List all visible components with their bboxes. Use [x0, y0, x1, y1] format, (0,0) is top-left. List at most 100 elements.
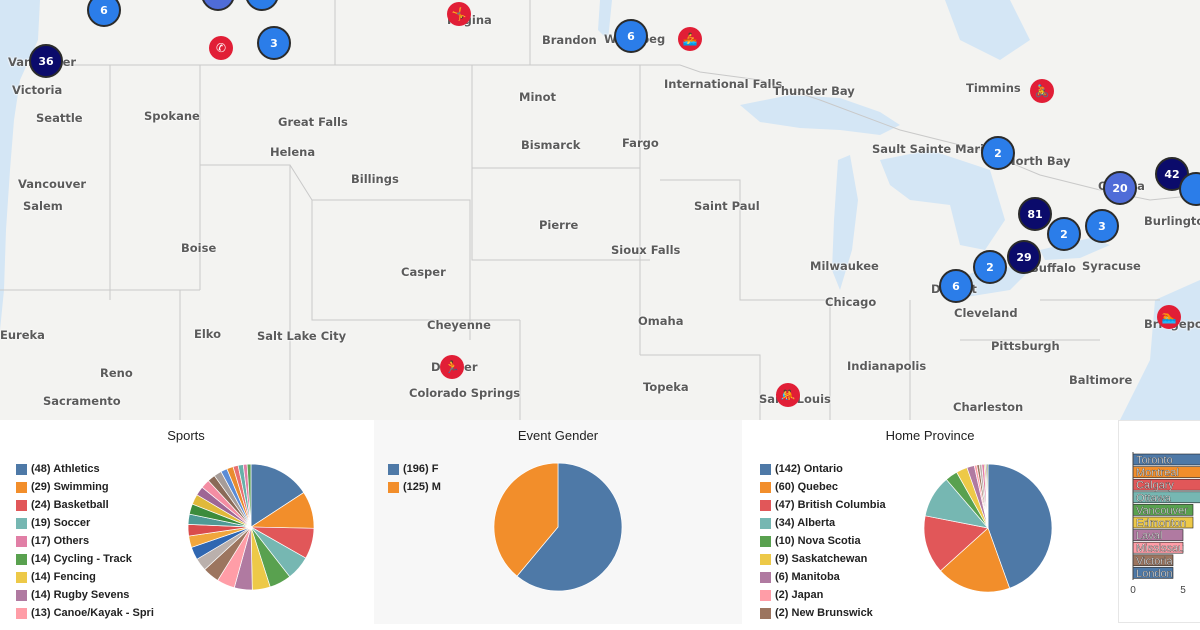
legend-item[interactable]: (24) Basketball — [16, 496, 154, 514]
legend-swatch — [760, 553, 771, 565]
legend-item[interactable]: (2) New Brunswick — [760, 604, 886, 622]
legend-label: (14) Fencing — [31, 571, 96, 583]
province-pie-chart[interactable] — [922, 462, 1054, 594]
city-label: Salem — [23, 199, 63, 213]
legend-item[interactable]: (14) Rugby Sevens — [16, 586, 154, 604]
legend-swatch — [760, 607, 771, 619]
running-icon[interactable]: 🏃 — [440, 355, 464, 379]
gender-pie-chart[interactable] — [492, 461, 624, 593]
legend-label: (19) Soccer — [31, 517, 91, 529]
cycling-icon[interactable]: 🚴 — [1030, 79, 1054, 103]
city-label: Cleveland — [954, 306, 1018, 320]
sports-title: Sports — [167, 428, 205, 443]
swimming-icon[interactable]: 🏊 — [1157, 305, 1181, 329]
legend-item[interactable]: (17) Others — [16, 532, 154, 550]
legend-label: (34) Alberta — [775, 517, 836, 529]
cluster-marker[interactable]: 3 — [1085, 209, 1119, 243]
legend-item[interactable]: (125) M — [388, 478, 441, 496]
pie-slice[interactable] — [986, 463, 989, 529]
cluster-marker[interactable]: 2 — [973, 250, 1007, 284]
legend-swatch — [16, 463, 27, 475]
phone-icon[interactable]: ✆ — [209, 36, 233, 60]
legend-swatch — [760, 481, 771, 493]
legend-swatch — [760, 535, 771, 547]
pacific-ocean — [0, 0, 40, 330]
wrestling-icon[interactable]: 🤼 — [776, 383, 800, 407]
city-label: Pittsburgh — [991, 339, 1060, 353]
city-label: Indianapolis — [847, 359, 927, 373]
city-label: Salt Lake City — [257, 329, 347, 343]
x-tick-label: 0 — [1130, 585, 1136, 596]
pie-slice[interactable] — [516, 462, 623, 592]
sports-legend[interactable]: (48) Athletics (29) Swimming (24) Basketba… — [16, 460, 154, 622]
legend-item[interactable]: (14) Cycling - Track — [16, 550, 154, 568]
legend-item[interactable]: (10) Nova Scotia — [760, 532, 886, 550]
legend-item[interactable]: (142) Ontario — [760, 460, 886, 478]
charts-panel: Sports (48) Athletics (29) Swimming (24) B… — [0, 420, 1200, 630]
city-label: Brandon — [542, 33, 597, 47]
cluster-marker[interactable]: 29 — [1007, 240, 1041, 274]
legend-item[interactable]: (29) Swimming — [16, 478, 154, 496]
bar-label: Calgary — [1136, 480, 1174, 492]
pie-slice[interactable] — [493, 462, 559, 577]
legend-item[interactable]: (196) F — [388, 460, 441, 478]
legend-item[interactable]: (19) Soccer — [16, 514, 154, 532]
city-label: Omaha — [638, 314, 684, 328]
city-label: Billings — [351, 172, 399, 186]
city-label: Cheyenne — [427, 318, 491, 332]
gymnastics-icon[interactable]: 🤸 — [447, 2, 471, 26]
legend-item[interactable]: (6) Manitoba — [760, 568, 886, 586]
city-label: Victoria — [12, 83, 63, 97]
city-label: North Bay — [1006, 154, 1071, 168]
province-legend[interactable]: (142) Ontario (60) Quebec (47) British Col… — [760, 460, 886, 622]
cluster-marker[interactable]: 6 — [614, 19, 648, 53]
legend-label: (24) Basketball — [31, 499, 109, 511]
cluster-marker[interactable] — [1179, 172, 1200, 206]
sports-pie-chart[interactable] — [186, 462, 316, 592]
legend-swatch — [16, 607, 27, 619]
city-label: Charleston — [953, 400, 1024, 414]
lake-winnipeg — [598, 0, 612, 40]
legend-item[interactable]: (9) Saskatchewan — [760, 550, 886, 568]
cluster-marker[interactable]: 3 — [257, 26, 291, 60]
gender-panel: Event Gender (196) F (125) M — [374, 420, 742, 624]
city-label: Casper — [401, 265, 446, 279]
gender-legend[interactable]: (196) F (125) M — [388, 460, 441, 496]
bar-label: Mississau — [1136, 543, 1184, 555]
legend-swatch — [16, 535, 27, 547]
legend-item[interactable]: (60) Quebec — [760, 478, 886, 496]
pie-slice[interactable] — [987, 463, 1053, 589]
cluster-marker[interactable]: 36 — [29, 44, 63, 78]
legend-item[interactable]: (2) Japan — [760, 586, 886, 604]
legend-item[interactable]: (13) Canoe/Kayak - Spri — [16, 604, 154, 622]
cluster-marker[interactable]: 20 — [1103, 171, 1137, 205]
city-label: Elko — [194, 327, 222, 341]
legend-item[interactable]: (47) British Columbia — [760, 496, 886, 514]
legend-label: (6) Manitoba — [775, 571, 840, 583]
pie-slice[interactable] — [246, 463, 252, 528]
pie-slice[interactable] — [250, 463, 305, 528]
map-view[interactable]: ReginaBrandonWinnipegVancouverVictoriaSe… — [0, 0, 1200, 420]
cluster-marker[interactable]: 6 — [87, 0, 121, 27]
cluster-marker[interactable]: 2 — [981, 136, 1015, 170]
cluster-marker[interactable]: 81 — [1018, 197, 1052, 231]
city-label: Reno — [100, 366, 133, 380]
legend-swatch — [760, 571, 771, 583]
legend-item[interactable]: (48) Athletics — [16, 460, 154, 478]
legend-item[interactable]: (34) Alberta — [760, 514, 886, 532]
legend-item[interactable]: (14) Fencing — [16, 568, 154, 586]
pie-slice[interactable] — [923, 515, 989, 572]
pie-slice[interactable] — [939, 527, 1011, 593]
bar-label: Ottawa — [1136, 492, 1172, 504]
borders — [0, 0, 1200, 420]
bar-label: Edmonton — [1136, 518, 1186, 530]
city-label: Great Falls — [278, 115, 348, 129]
bar-chart-frame — [1118, 420, 1200, 623]
city-label: Bismarck — [521, 138, 581, 152]
cluster-marker[interactable]: 6 — [939, 269, 973, 303]
city-bar-chart[interactable]: TorontoMontrealCalgaryOttawaVancouverEdm… — [1118, 420, 1200, 624]
rowing-icon[interactable]: 🚣 — [678, 27, 702, 51]
city-label: Burlington — [1144, 214, 1200, 228]
bar-label: Vancouver — [1136, 505, 1188, 517]
cluster-marker[interactable]: 2 — [1047, 217, 1081, 251]
